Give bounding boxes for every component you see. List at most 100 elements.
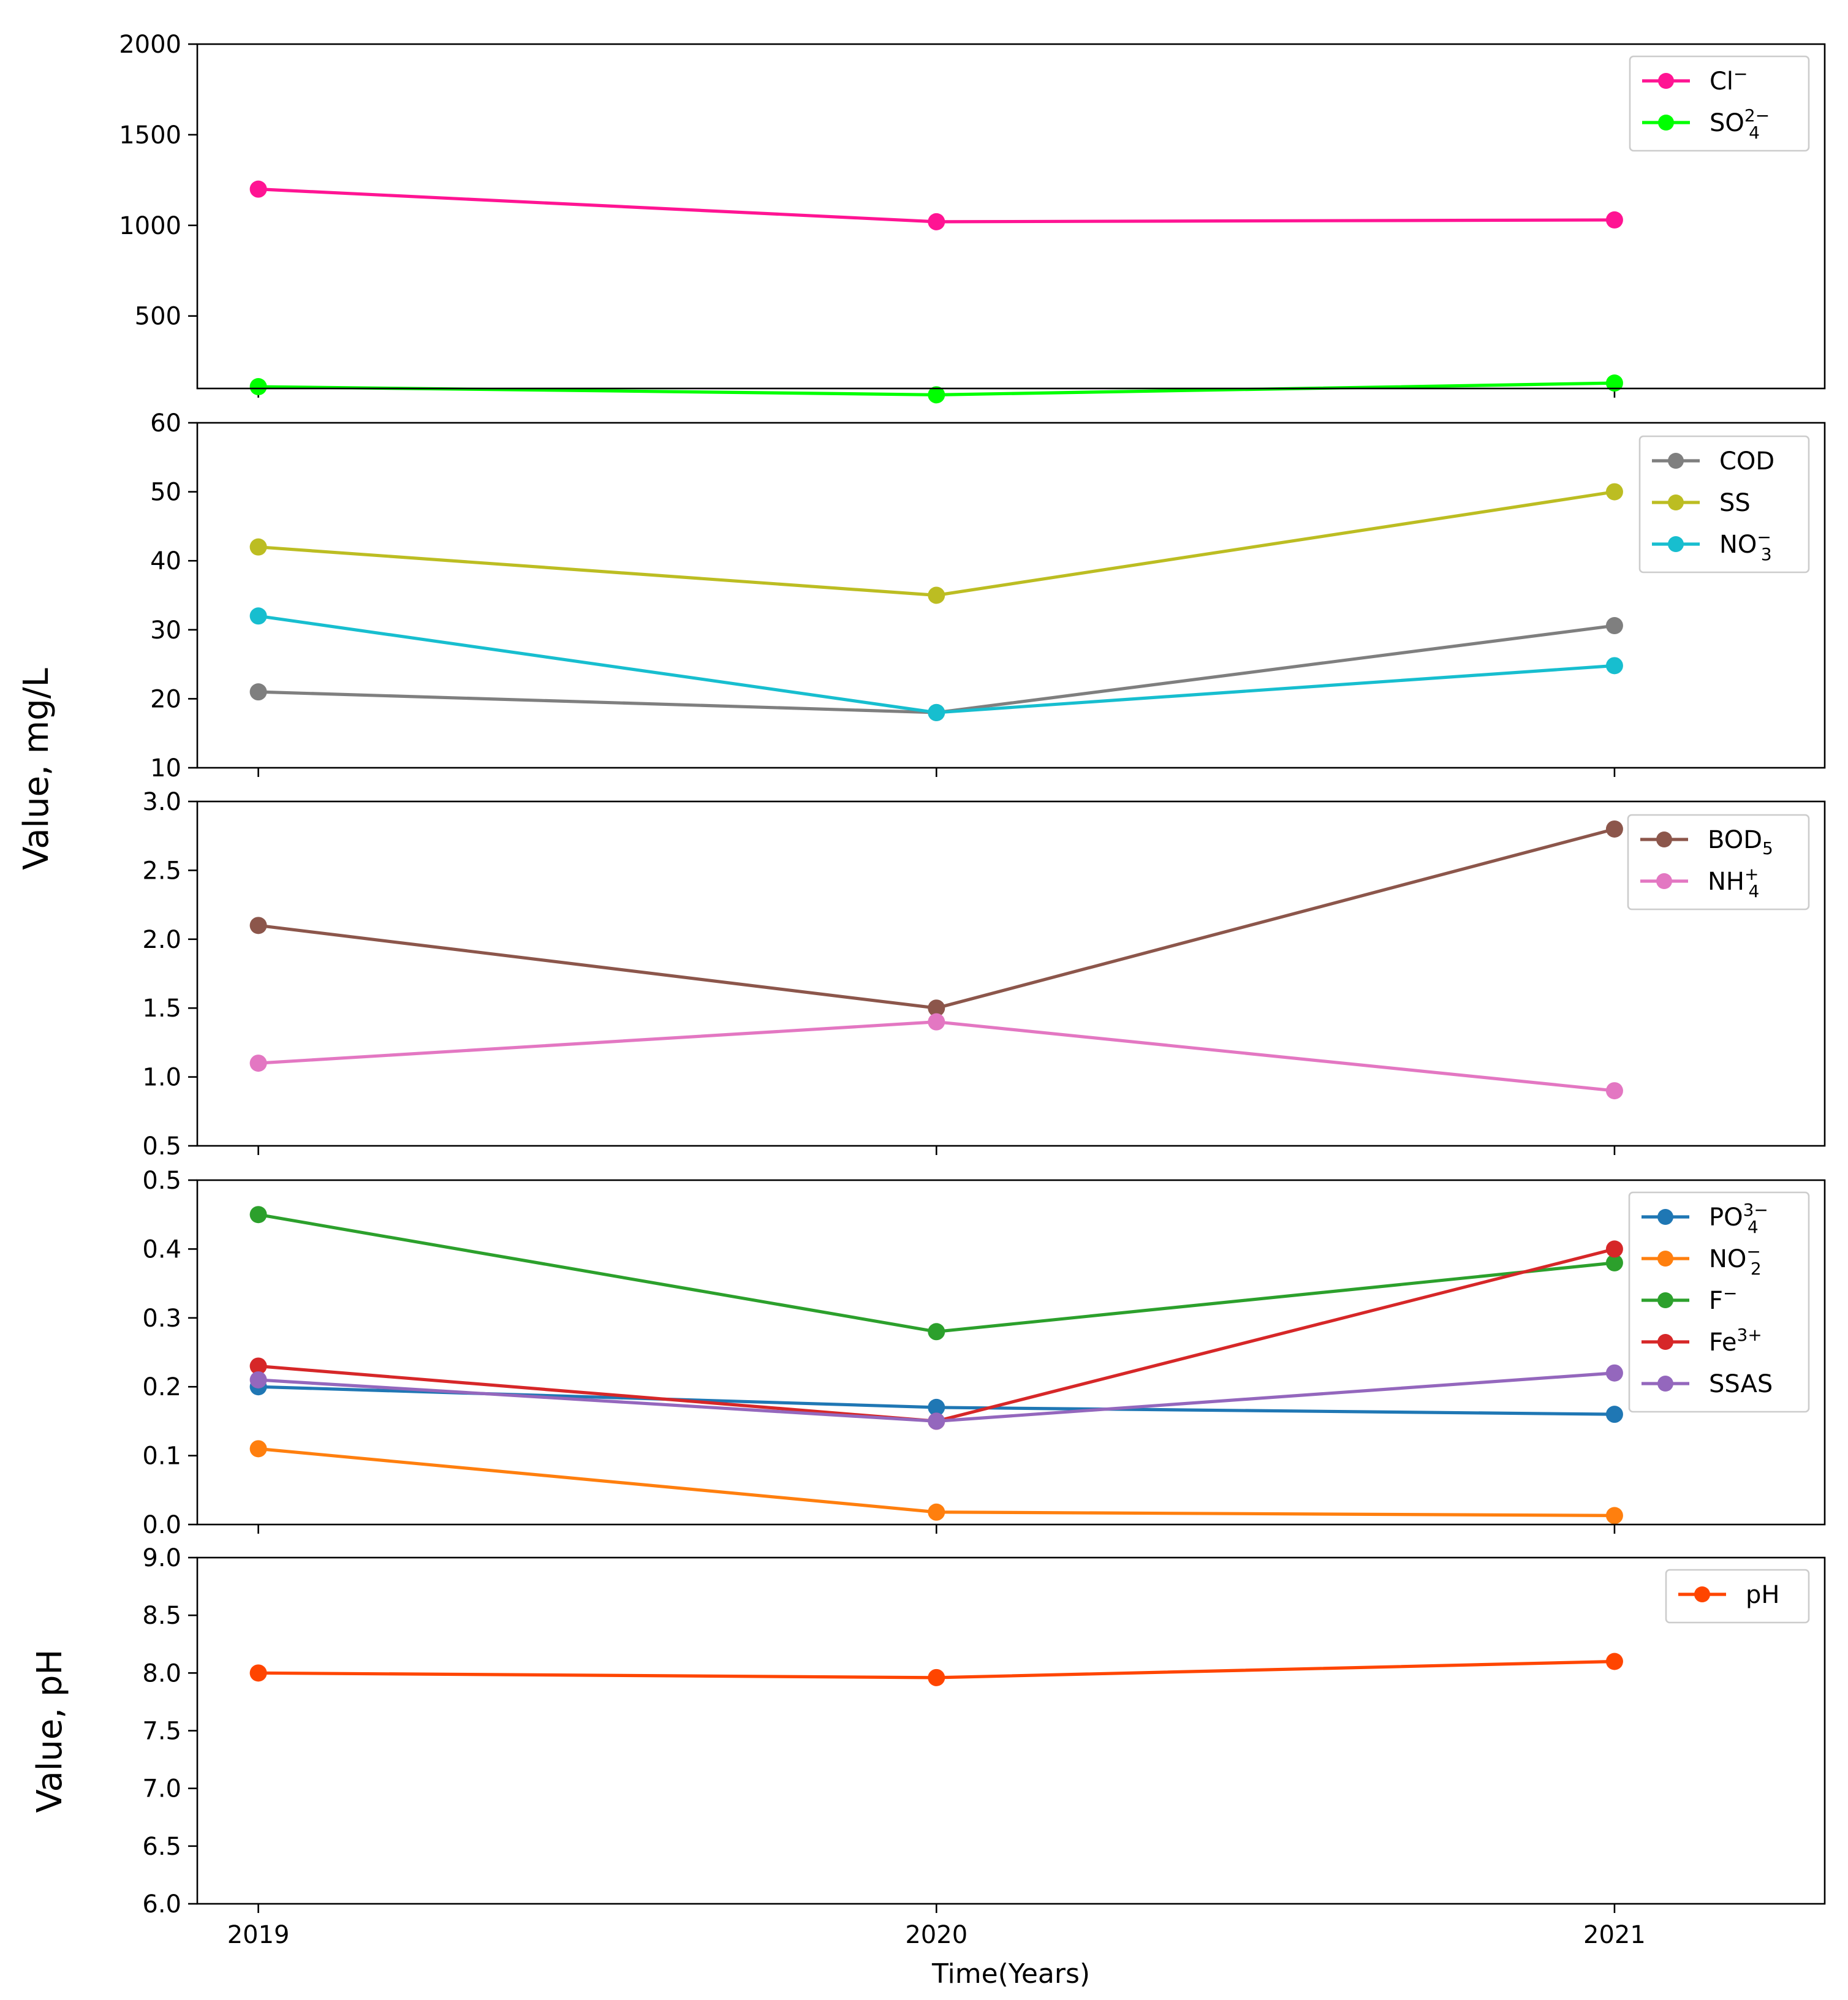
data-point [928, 213, 945, 230]
y-tick-label: 1500 [119, 121, 181, 150]
y-tick-label: 20 [150, 685, 181, 713]
legend-frame [1638, 435, 1810, 574]
legend-5: pH [1665, 1569, 1810, 1624]
data-point [1605, 1254, 1623, 1271]
subplot-1: 500 1000 1500 2000 Cl− SO2− 4 [119, 31, 1826, 404]
legend-label: SSAS [1709, 1370, 1773, 1398]
y-tick-label: 2.5 [142, 857, 181, 885]
legend-marker [1657, 1251, 1673, 1267]
legend-label: pH [1746, 1581, 1779, 1609]
y-tick-label: 60 [150, 409, 181, 438]
y-tick-label: 6.0 [142, 1890, 181, 1919]
data-point [928, 1013, 945, 1031]
data-point [1605, 374, 1623, 392]
series-line-3-1 [258, 827, 1615, 1010]
series-line-2-2 [258, 490, 1615, 597]
legend-marker [1668, 453, 1684, 469]
plot-frame [196, 1556, 1826, 1905]
legend-marker [1668, 536, 1684, 552]
legend-4: PO3− 4 NO− 2 F− Fe3+ SSAS [1628, 1191, 1810, 1413]
data-point [249, 378, 267, 396]
data-point [928, 1398, 945, 1416]
legend-1: Cl− SO2− 4 [1629, 55, 1810, 152]
y-tick-label: 0.2 [142, 1373, 181, 1401]
data-point [1605, 617, 1623, 635]
x-tick-label: 2019 [227, 1921, 290, 1949]
series-line-2-1 [258, 624, 1615, 714]
data-point [928, 703, 945, 721]
subplot-4: 0.0 0.1 0.2 0.3 0.4 0.5 PO3− 4 NO− 2 F− Fe3+ SSAS [142, 1167, 1826, 1539]
y-tick-label: 7.5 [142, 1718, 181, 1746]
legend-label: COD [1719, 447, 1774, 475]
series-line-4-3 [258, 1213, 1615, 1333]
data-point [249, 1357, 267, 1375]
plot-frame [196, 422, 1826, 769]
y-axis-title-mg-per-liter: Value, mg/L [17, 668, 56, 870]
y-tick-label: 0.3 [142, 1305, 181, 1333]
subplot-2: 10 20 30 40 50 60 COD SS NO− 3 [150, 409, 1826, 782]
y-tick-label: 8.0 [142, 1659, 181, 1688]
plot-frame [196, 43, 1826, 390]
data-point [249, 917, 267, 934]
legend-label: NO− 3 [1719, 527, 1772, 564]
data-point [249, 607, 267, 625]
subplot-5: 6.0 6.5 7.0 7.5 8.0 8.5 9.0 pH [142, 1544, 1826, 1919]
legend-marker [1658, 73, 1674, 89]
legend-label: F− [1709, 1283, 1737, 1315]
plot-frame [196, 1179, 1826, 1526]
legend-marker [1658, 115, 1674, 131]
y-axis-title-ph: Value, pH [30, 1649, 70, 1813]
legend-marker [1668, 494, 1684, 510]
y-tick-label: 30 [150, 616, 181, 645]
legend-3: BOD5 NH+ 4 [1627, 814, 1810, 911]
y-tick-label: 7.0 [142, 1775, 181, 1803]
data-point [928, 1412, 945, 1430]
legend-label: NO− 2 [1709, 1241, 1762, 1279]
data-point [1605, 1364, 1623, 1382]
legend-marker [1657, 1334, 1673, 1350]
y-tick-label: 1.5 [142, 994, 181, 1023]
y-tick-label: 500 [135, 303, 181, 331]
data-point [249, 1664, 267, 1682]
data-point [1605, 820, 1623, 838]
legend-label: BOD5 [1708, 826, 1773, 858]
data-point [1605, 1240, 1623, 1258]
legend-marker [1657, 1292, 1673, 1308]
y-tick-label: 10 [150, 754, 181, 782]
data-point [1605, 483, 1623, 501]
plot-frame [196, 800, 1826, 1147]
y-tick-label: 1000 [119, 212, 181, 240]
y-tick-label: 8.5 [142, 1602, 181, 1630]
legend-marker [1656, 873, 1672, 889]
data-point [249, 1371, 267, 1388]
data-point [928, 999, 945, 1017]
data-point [928, 1669, 945, 1686]
data-point [1605, 1406, 1623, 1423]
y-tick-label: 6.5 [142, 1833, 181, 1861]
y-tick-label: 1.0 [142, 1064, 181, 1092]
data-point [249, 683, 267, 701]
legend-marker [1694, 1586, 1710, 1602]
data-point [1605, 1653, 1623, 1670]
data-point [928, 1503, 945, 1521]
data-point [928, 586, 945, 604]
x-tick-label: 2021 [1583, 1921, 1646, 1949]
legend-frame [1628, 1191, 1810, 1413]
legend-label: NH+ 4 [1708, 864, 1759, 901]
y-tick-label: 0.4 [142, 1235, 181, 1263]
data-point [249, 180, 267, 198]
data-point [1605, 211, 1623, 229]
legend-marker [1657, 1209, 1673, 1225]
data-point [1605, 657, 1623, 675]
y-tick-label: 9.0 [142, 1544, 181, 1572]
data-point [928, 1323, 945, 1341]
legend-label: SS [1719, 489, 1751, 517]
y-tick-label: 3.0 [142, 788, 181, 816]
legend-label: PO3− 4 [1709, 1200, 1768, 1237]
data-point [1605, 1507, 1623, 1525]
data-point [249, 1055, 267, 1072]
y-tick-label: 0.1 [142, 1442, 181, 1471]
legend-label: Cl− [1710, 64, 1748, 96]
legend-label: Fe3+ [1709, 1325, 1762, 1357]
